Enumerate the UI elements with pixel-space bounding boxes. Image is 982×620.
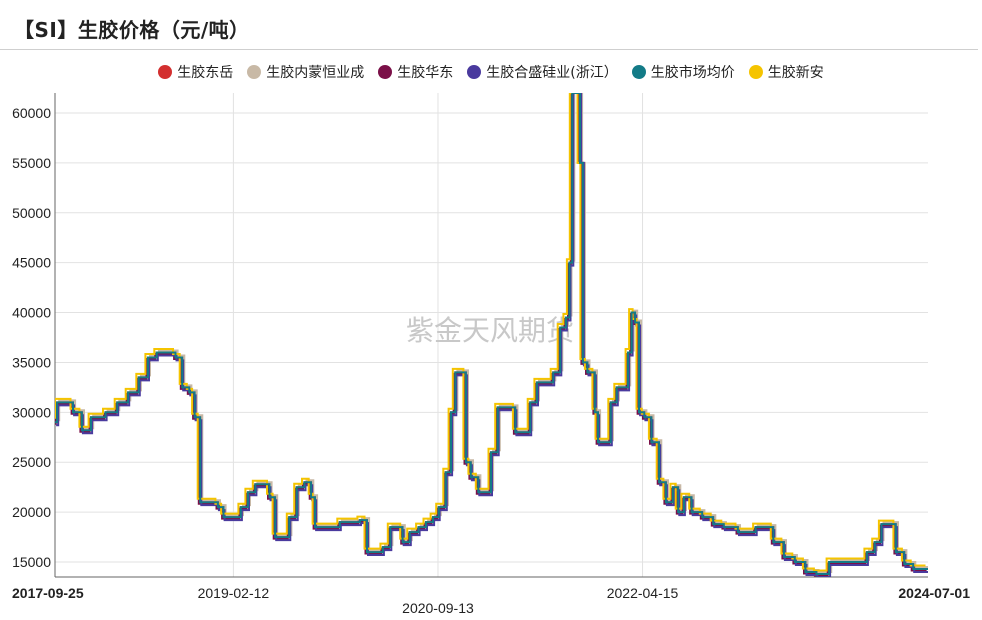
x-tick-label: 2024-07-01	[898, 585, 970, 601]
x-tick-label: 2017-09-25	[12, 585, 84, 601]
legend-label: 生胶市场均价	[650, 65, 735, 81]
legend-item[interactable]: 生胶华东	[378, 62, 453, 82]
x-tick-label: 2022-04-15	[607, 585, 679, 601]
title-divider	[0, 49, 978, 50]
y-tick-label: 55000	[12, 155, 51, 171]
series-line	[55, 93, 928, 575]
series-lines	[55, 93, 928, 577]
y-tick-label: 50000	[12, 205, 51, 221]
y-tick-label: 45000	[12, 255, 51, 271]
y-tick-label: 25000	[12, 454, 51, 470]
legend-item[interactable]: 生胶新安	[748, 62, 824, 82]
y-tick-label: 30000	[12, 404, 51, 420]
legend-item[interactable]: 生胶市场均价	[631, 62, 735, 82]
legend-marker-icon	[247, 65, 262, 79]
axes	[54, 93, 928, 578]
y-tick-labels: 15000 20000 25000 30000 35000 40000 45000 50000…	[12, 105, 51, 570]
chart-legend: 生胶东岳 生胶内蒙恒业成 生胶华东 生胶合盛硅业(浙江） 生胶市场均价 生胶新安	[0, 60, 982, 84]
y-tick-label: 35000	[12, 354, 51, 370]
legend-label: 生胶华东	[397, 65, 454, 81]
legend-label: 生胶东岳	[177, 65, 234, 81]
legend-marker-icon	[378, 65, 393, 79]
legend-label: 生胶合盛硅业(浙江）	[486, 65, 618, 81]
legend-marker-icon	[748, 65, 763, 79]
x-tick-label: 2019-02-12	[198, 585, 270, 601]
legend-item[interactable]: 生胶东岳	[158, 62, 233, 82]
y-tick-label: 20000	[12, 504, 51, 520]
legend-item[interactable]: 生胶合盛硅业(浙江）	[467, 62, 618, 82]
y-tick-label: 15000	[12, 554, 51, 570]
legend-marker-icon	[631, 65, 646, 79]
legend-label: 生胶内蒙恒业成	[266, 65, 365, 81]
legend-label: 生胶新安	[767, 65, 824, 81]
watermark: 紫金天风期货	[406, 314, 574, 347]
chart-title: 【SI】生胶价格（元/吨）	[14, 18, 250, 42]
legend-marker-icon	[158, 65, 173, 79]
x-tick-label: 2020-09-13	[402, 600, 474, 616]
x-tick-labels: 2017-09-25 2019-02-12 2020-09-13 2022-04-15…	[12, 585, 970, 616]
grid-lines	[55, 93, 928, 577]
legend-item[interactable]: 生胶内蒙恒业成	[247, 62, 364, 82]
legend-marker-icon	[467, 65, 482, 79]
y-tick-label: 40000	[12, 305, 51, 321]
y-tick-label: 60000	[12, 105, 51, 121]
